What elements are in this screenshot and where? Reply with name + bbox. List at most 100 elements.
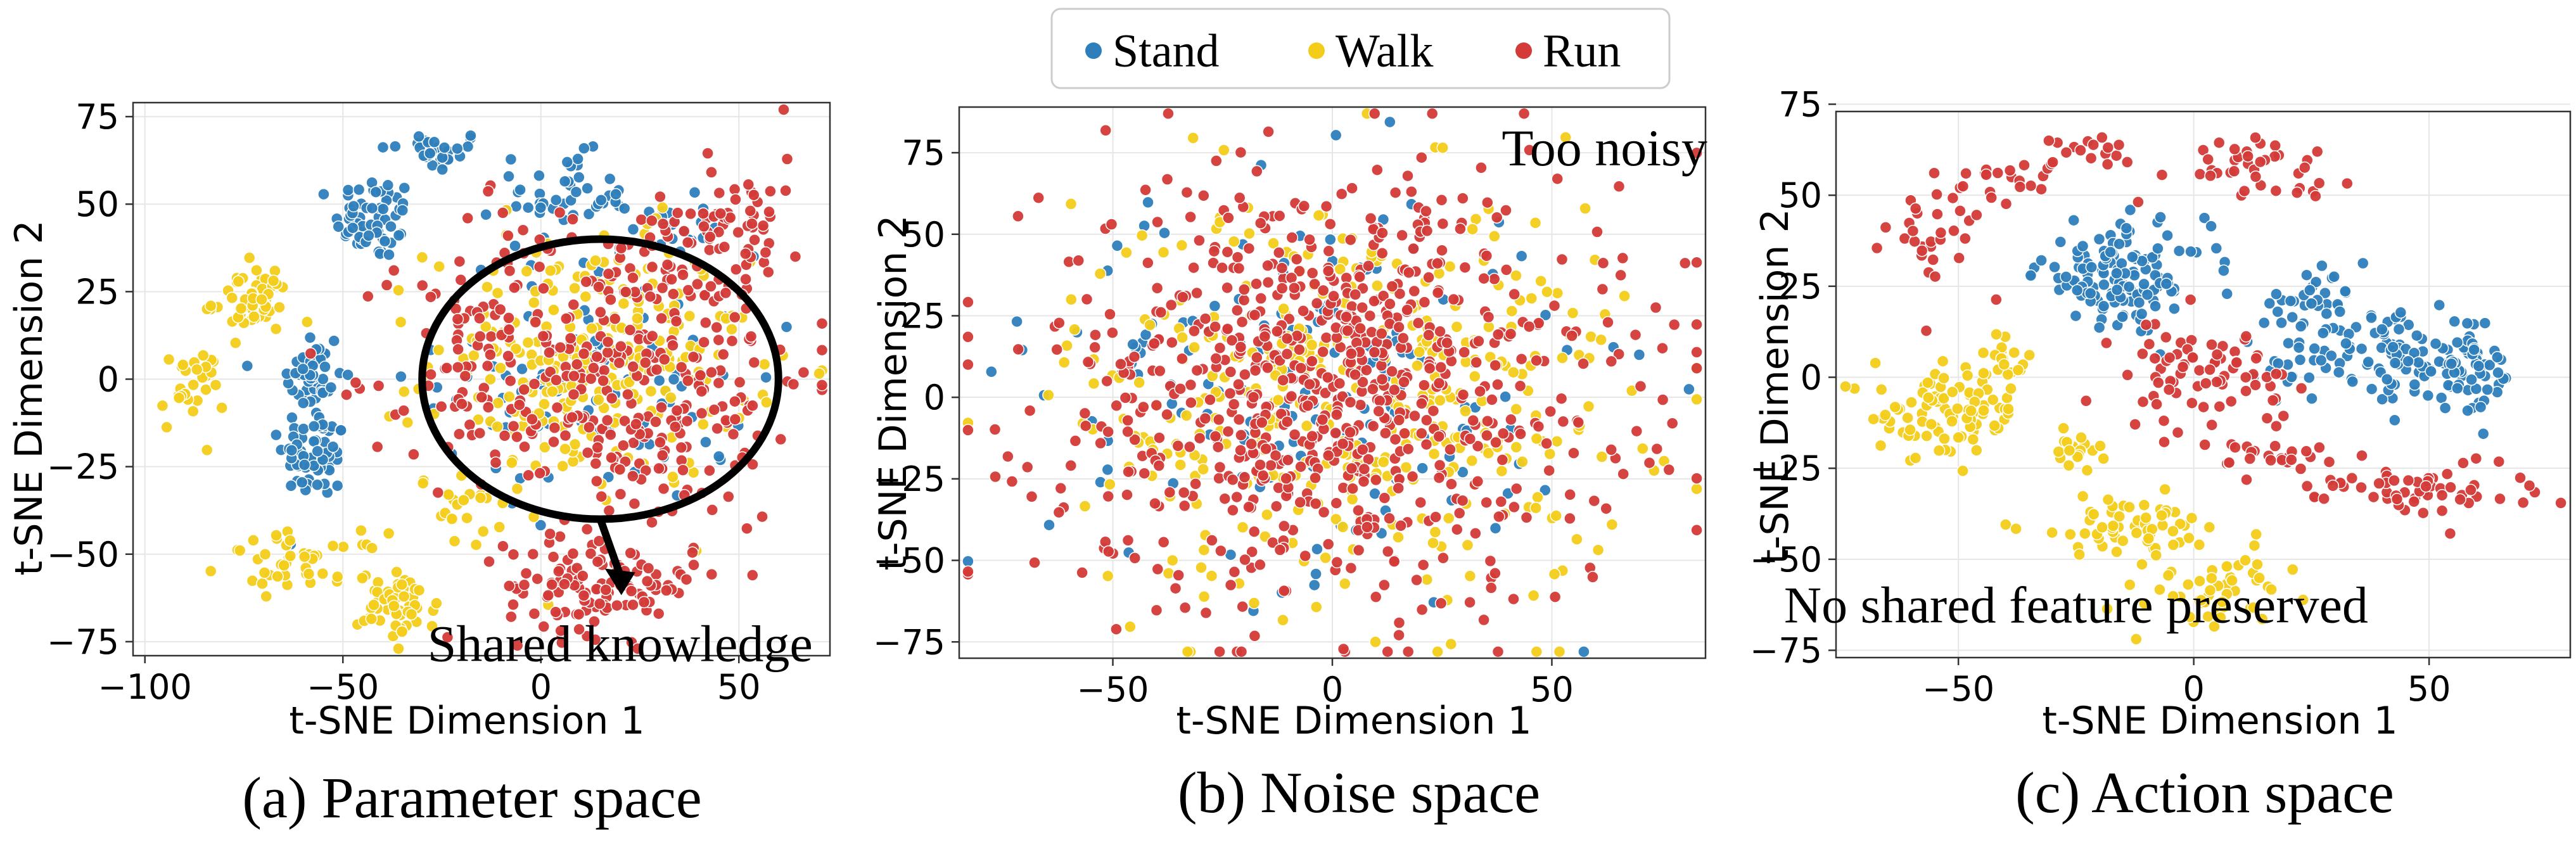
data-point (2425, 365, 2437, 378)
data-point (605, 451, 618, 464)
data-point (1254, 292, 1268, 305)
data-point (2228, 143, 2241, 156)
data-point (1565, 329, 1578, 342)
data-point (1422, 271, 1435, 284)
data-point (1491, 378, 1504, 391)
data-point (1529, 217, 1542, 229)
data-point (1150, 604, 1163, 617)
data-point (1177, 486, 1190, 499)
data-point (2478, 317, 2492, 329)
data-point (1277, 302, 1290, 315)
data-point (623, 324, 637, 336)
data-point (1028, 556, 1041, 569)
data-point (1290, 253, 1303, 265)
data-point (1089, 328, 1102, 341)
data-point (1100, 374, 1113, 388)
data-point (677, 464, 689, 476)
data-point (1133, 376, 1145, 389)
data-point (1285, 271, 1298, 284)
data-point (1301, 399, 1314, 412)
data-point (2407, 495, 2421, 508)
data-point (1339, 577, 1351, 590)
data-point (518, 383, 530, 396)
data-point (1381, 545, 1394, 558)
data-point (566, 213, 579, 226)
data-point (547, 303, 560, 317)
data-point (2081, 464, 2094, 477)
data-point (787, 378, 800, 391)
data-point (1420, 205, 1432, 218)
data-point (1154, 364, 1166, 378)
data-point (416, 251, 429, 264)
data-point (1458, 261, 1472, 274)
data-point (1514, 379, 1527, 393)
data-point (453, 428, 466, 440)
y-tick-label: 0 (98, 360, 119, 400)
data-point (1280, 415, 1294, 428)
data-point (2376, 323, 2388, 336)
data-point (1064, 459, 1078, 472)
data-point (725, 322, 738, 336)
data-point (1909, 202, 1922, 215)
data-point (1234, 146, 1247, 159)
data-point (2257, 316, 2271, 329)
data-point (2136, 395, 2150, 409)
data-point (341, 368, 354, 381)
data-point (656, 449, 669, 462)
data-point (1690, 472, 1703, 485)
data-point (296, 397, 310, 409)
data-point (2250, 352, 2262, 365)
data-point (1377, 290, 1390, 302)
data-point (1434, 597, 1448, 610)
data-point (962, 358, 974, 371)
data-point (592, 393, 605, 406)
y-tick-label: 25 (902, 296, 945, 336)
data-point (1388, 383, 1401, 397)
y-tick-label: 75 (902, 133, 945, 173)
data-point (666, 471, 679, 483)
data-point (2309, 276, 2323, 288)
data-point (1361, 521, 1374, 533)
data-point (1120, 246, 1133, 259)
data-point (1174, 459, 1187, 471)
data-point (1329, 426, 1342, 440)
data-point (2087, 138, 2100, 151)
data-point (277, 559, 290, 572)
data-point (2158, 435, 2171, 449)
data-point (671, 207, 684, 219)
data-point (1433, 459, 1446, 472)
data-point (1489, 567, 1502, 580)
data-point (2084, 151, 2098, 165)
data-point (2035, 182, 2048, 196)
data-point (468, 349, 480, 362)
data-point (556, 460, 569, 473)
data-point (1362, 259, 1375, 272)
data-point (2402, 474, 2415, 487)
data-point (2285, 454, 2298, 466)
data-point (362, 229, 375, 242)
data-point (1128, 552, 1142, 564)
data-point (2155, 169, 2169, 181)
data-point (1231, 251, 1244, 264)
data-point (1441, 336, 1453, 349)
data-point (729, 395, 741, 408)
data-point (200, 443, 214, 457)
data-point (1142, 196, 1154, 209)
data-point (537, 282, 550, 295)
data-point (665, 391, 677, 404)
data-point (1317, 284, 1330, 297)
data-point (781, 153, 794, 165)
data-point (1216, 261, 1228, 274)
data-point (424, 368, 437, 381)
data-point (286, 411, 298, 424)
data-point (611, 599, 623, 612)
data-point (2124, 203, 2137, 217)
data-point (2294, 462, 2307, 475)
data-point (2300, 480, 2314, 493)
x-axis-label: t-SNE Dimension 1 (2042, 699, 2397, 743)
data-point (2308, 342, 2321, 355)
data-point (528, 296, 540, 309)
data-point (789, 250, 802, 263)
data-point (2101, 141, 2115, 154)
data-point (704, 231, 717, 243)
